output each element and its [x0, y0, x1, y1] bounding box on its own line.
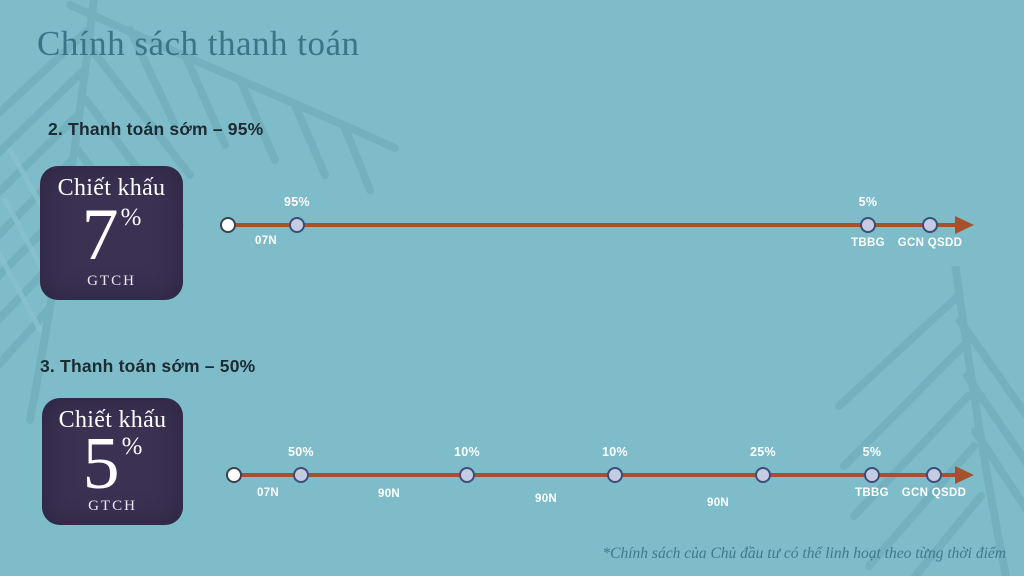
discount-card-caption: GTCH [88, 497, 137, 514]
timeline-percent-label: 10% [602, 445, 628, 459]
percent-sign: % [120, 204, 142, 232]
discount-card-title: Chiết khấu [58, 407, 167, 433]
timeline-node [922, 217, 938, 233]
timeline-node-label: TBBG [851, 237, 885, 249]
timeline-node-label: GCN QSDD [897, 237, 963, 249]
timeline-percent-label: 10% [454, 445, 480, 459]
section-3-heading: 3. Thanh toán sớm – 50% [40, 356, 256, 376]
discount-value: 7 % [81, 194, 142, 277]
timeline-segment-label: 90N [378, 488, 400, 500]
footnote: *Chính sách của Chủ đầu tư có thể linh h… [602, 545, 1006, 562]
timeline-arrowhead [955, 216, 974, 234]
timeline-percent-label: 50% [288, 445, 314, 459]
timeline-node-label: TBBG [855, 487, 889, 499]
timeline-percent-label: 5% [858, 195, 878, 209]
timeline-start-node [220, 217, 236, 233]
timeline-segment-label: 07N [255, 235, 277, 247]
timeline-segment-label: 07N [257, 487, 279, 499]
timeline-node [459, 467, 475, 483]
page-title: Chính sách thanh toán [37, 24, 360, 63]
discount-card-7: Chiết khấu 7 % GTCH [40, 166, 183, 300]
discount-value: 5 % [82, 422, 143, 505]
discount-card-title: Chiết khấu [57, 175, 166, 201]
timeline-node [860, 217, 876, 233]
timeline-start-node [226, 467, 242, 483]
timeline-node [607, 467, 623, 483]
timeline-percent-label: 25% [750, 445, 776, 459]
timeline-node [926, 467, 942, 483]
percent-sign: % [121, 432, 143, 460]
timeline-node [293, 467, 309, 483]
discount-number: 7 [81, 194, 119, 277]
timeline-percent-label: 95% [284, 195, 310, 209]
timeline-node [755, 467, 771, 483]
timeline-arrowhead [955, 466, 974, 484]
timeline-line [228, 223, 959, 227]
timeline-segment-label: 90N [707, 497, 729, 509]
timeline-node [289, 217, 305, 233]
timeline-node [864, 467, 880, 483]
discount-number: 5 [82, 422, 120, 505]
timeline-segment-label: 90N [535, 493, 557, 505]
timeline-node-label: GCN QSDD [901, 487, 967, 499]
section-2-heading: 2. Thanh toán sớm – 95% [48, 119, 264, 139]
palm-leaf-decoration-bottom-right [835, 266, 1024, 576]
discount-card-5: Chiết khấu 5 % GTCH [42, 398, 183, 525]
timeline-percent-label: 5% [862, 445, 882, 459]
timeline-line [234, 473, 959, 477]
discount-card-caption: GTCH [87, 272, 136, 289]
